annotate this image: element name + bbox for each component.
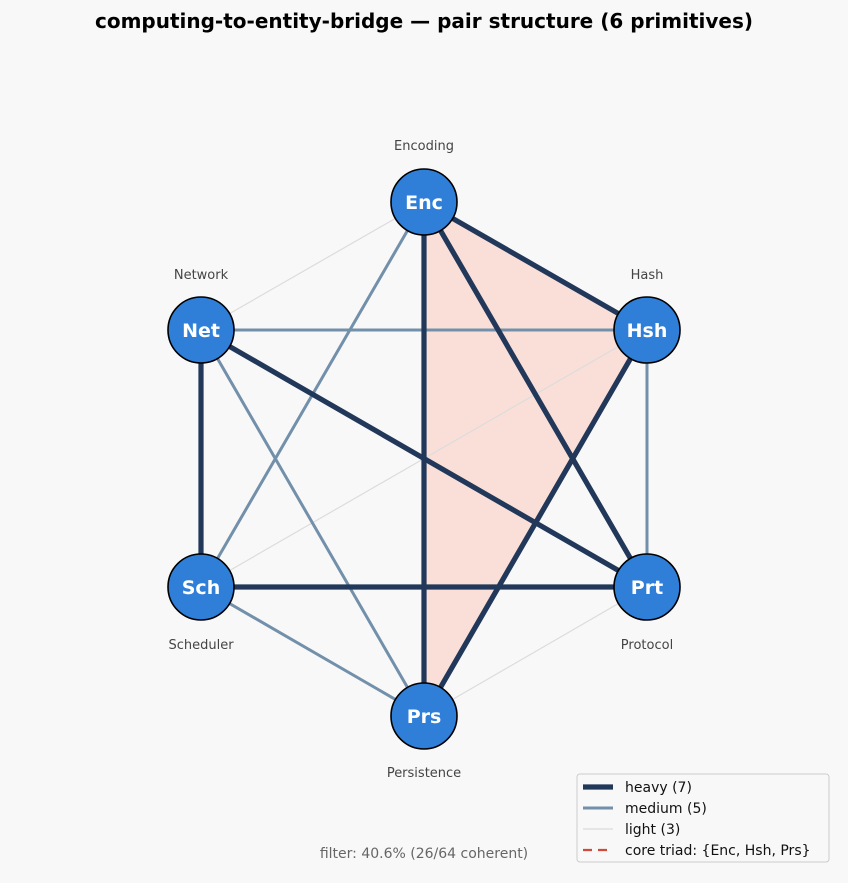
core-triad-region (424, 202, 647, 716)
node-label-sch: Scheduler (168, 638, 234, 653)
legend-label-triad: core triad: {Enc, Hsh, Prs} (625, 843, 811, 859)
edge-net-prt (198, 327, 650, 590)
node-enc: Enc Encoding (390, 139, 458, 236)
node-circle-prt (613, 553, 681, 621)
node-label-hsh: Hash (631, 268, 664, 283)
node-abbr-net: Net (182, 320, 220, 342)
legend-item-light: light (3) (583, 822, 680, 838)
node-circle-enc (390, 168, 458, 236)
node-circle-prs (390, 682, 458, 750)
legend-box (576, 773, 830, 863)
node-circle-net (167, 296, 235, 364)
legend-item-medium: medium (5) (583, 801, 707, 817)
node-abbr-sch: Sch (182, 577, 220, 599)
diagram-title: computing-to-entity-bridge — pair struct… (95, 9, 753, 33)
node-label-prt: Protocol (621, 638, 673, 653)
edge-net-prs (199, 328, 426, 718)
legend-label-light: light (3) (625, 822, 680, 838)
edge-enc-net (200, 201, 425, 331)
node-prt: Prt Protocol (613, 553, 681, 653)
filter-caption: filter: 40.6% (26/64 coherent) (320, 846, 528, 862)
edge-prt-prs (423, 586, 648, 717)
edge-group (198, 199, 650, 719)
node-circle-hsh (613, 296, 681, 364)
core-triad-polygon (424, 202, 647, 716)
node-abbr-hsh: Hsh (627, 320, 668, 342)
node-label-net: Network (174, 268, 229, 283)
node-abbr-prt: Prt (631, 577, 663, 599)
node-hsh: Hsh Hash (613, 268, 681, 364)
node-group: Enc Encoding Hsh Hash Prt Protocol Prs Persiste… (167, 139, 681, 781)
node-label-prs: Persistence (387, 766, 461, 781)
node-circle-sch (167, 553, 235, 621)
legend: heavy (7) medium (5) light (3) core triad: … (576, 773, 830, 863)
node-sch: Sch Scheduler (167, 553, 235, 653)
legend-label-medium: medium (5) (625, 801, 707, 817)
edge-sch-prs (199, 585, 426, 718)
legend-label-heavy: heavy (7) (625, 780, 692, 796)
node-net: Net Network (167, 268, 235, 364)
legend-items: heavy (7) medium (5) light (3) core triad: … (583, 780, 811, 859)
node-abbr-enc: Enc (405, 192, 443, 214)
legend-item-triad: core triad: {Enc, Hsh, Prs} (583, 843, 811, 859)
legend-item-heavy: heavy (7) (583, 780, 692, 796)
node-abbr-prs: Prs (407, 706, 442, 728)
edge-enc-hsh (421, 199, 650, 333)
node-label-enc: Encoding (394, 139, 454, 154)
node-prs: Prs Persistence (387, 682, 461, 781)
edge-enc-prt (421, 199, 650, 590)
